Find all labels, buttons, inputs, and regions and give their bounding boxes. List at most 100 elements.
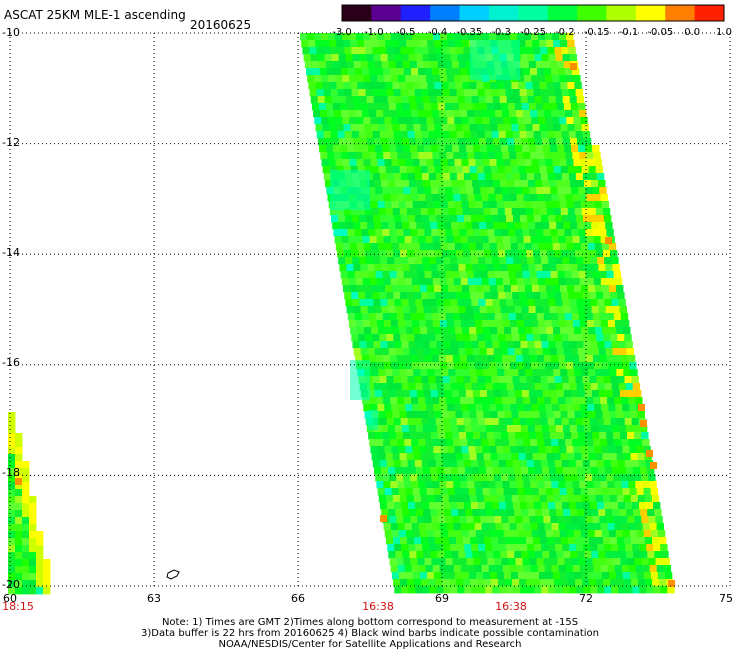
swath-cell	[384, 33, 392, 41]
swath-cell	[417, 271, 425, 279]
swath-cell	[394, 96, 403, 104]
swath-cell	[422, 54, 430, 62]
swath-cell	[537, 110, 545, 118]
swath-cell	[572, 194, 580, 202]
swath-cell	[624, 376, 632, 384]
swath-cell	[431, 187, 439, 195]
swath-cell	[401, 502, 409, 510]
swath-cell	[521, 180, 529, 188]
swath-cell	[8, 552, 16, 560]
colorbar-tick-label: -0.3	[491, 27, 511, 38]
swath-cell	[520, 138, 529, 146]
swath-cell	[446, 236, 454, 244]
swath-cell	[504, 369, 512, 377]
swath-cell	[483, 453, 491, 461]
swath-cell	[423, 61, 432, 69]
swath-cell	[531, 75, 539, 83]
swath-cell	[478, 502, 486, 510]
swath-cell	[8, 531, 16, 539]
swath-cell	[535, 509, 543, 517]
swath-cell	[419, 404, 427, 412]
swath-cell	[426, 117, 434, 125]
swath-cell	[582, 579, 590, 587]
swath-cell	[461, 201, 470, 209]
swath-cell	[431, 145, 439, 153]
swath-cell-high	[570, 63, 577, 70]
swath-cell	[588, 453, 596, 461]
swath-cell	[466, 145, 474, 153]
swath-cell	[590, 502, 598, 510]
swath-cell	[597, 341, 605, 349]
swath-cell	[430, 264, 438, 272]
swath-cell	[509, 481, 517, 489]
swath-cell	[538, 530, 547, 538]
swath-cell	[22, 587, 30, 595]
swath-cell	[394, 425, 403, 433]
swath-cell	[496, 488, 504, 496]
swath-cell	[400, 579, 408, 587]
swath-cell	[418, 565, 427, 573]
swath-cell	[542, 467, 550, 475]
swath-cell	[484, 89, 492, 97]
swath-cell	[608, 362, 616, 370]
swath-cell	[464, 257, 472, 265]
swath-cell	[331, 96, 340, 104]
swath-cell	[509, 152, 517, 160]
swath-cell	[508, 558, 516, 566]
swath-cell	[421, 173, 430, 181]
swath-cell	[508, 187, 516, 195]
swath-cell	[577, 306, 585, 314]
swath-cell	[432, 523, 440, 531]
swath-cell	[473, 187, 481, 195]
swath-cell	[552, 404, 560, 412]
swath-cell	[601, 488, 609, 496]
swath-cell	[493, 180, 501, 188]
swath-cell	[488, 110, 496, 118]
swath-cell	[372, 250, 380, 258]
swath-cell	[423, 306, 431, 314]
swath-cell	[560, 40, 568, 48]
swath-cell	[408, 257, 416, 265]
swath-cell	[456, 292, 464, 300]
swath-cell	[467, 110, 475, 118]
swath-cell	[499, 341, 507, 349]
swath-cell	[519, 334, 527, 342]
swath-cell	[611, 544, 619, 552]
swath-cell	[417, 474, 425, 482]
swath-cell	[380, 425, 389, 433]
swath-cell	[446, 320, 455, 328]
swath-cell	[610, 292, 618, 300]
swath-cell	[581, 495, 590, 503]
swath-cell	[322, 166, 331, 174]
swath-cell	[517, 446, 525, 454]
swath-cell	[490, 208, 499, 216]
swath-cell	[528, 180, 536, 188]
swath-cell	[420, 327, 428, 335]
swath-cell	[529, 432, 537, 440]
swath-cell	[650, 572, 659, 580]
swath-cell	[334, 236, 342, 244]
swath-cell	[473, 355, 482, 363]
swath-cell	[459, 313, 468, 321]
swath-cell	[652, 579, 660, 587]
swath-cell	[15, 433, 23, 441]
swath-cell	[609, 495, 618, 503]
swath-cell	[539, 411, 547, 419]
swath-cell	[584, 180, 592, 188]
swath-cell	[472, 509, 480, 517]
swath-cell	[451, 264, 459, 272]
swath-cell	[517, 362, 525, 370]
swath-cell	[507, 103, 516, 111]
swath-cell	[659, 537, 667, 545]
swath-cell	[417, 516, 425, 524]
swath-cell	[536, 271, 544, 279]
swath-cell	[394, 138, 403, 146]
swath-cell	[581, 285, 589, 293]
swath-cell	[497, 166, 506, 174]
swath-cell	[525, 411, 533, 419]
swath-cell	[405, 572, 414, 580]
swath-cell	[392, 411, 400, 419]
swath-cell	[538, 33, 546, 41]
swath-cell	[553, 124, 561, 132]
swath-cell	[459, 558, 467, 566]
